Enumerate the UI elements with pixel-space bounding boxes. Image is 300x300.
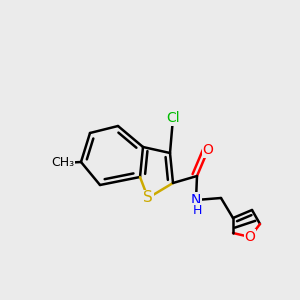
Text: S: S bbox=[143, 190, 153, 206]
Text: Cl: Cl bbox=[166, 111, 180, 125]
Text: N: N bbox=[191, 193, 201, 207]
Text: H: H bbox=[193, 204, 202, 217]
Text: CH₃: CH₃ bbox=[51, 157, 75, 169]
Text: O: O bbox=[202, 143, 213, 157]
Text: O: O bbox=[244, 230, 255, 244]
